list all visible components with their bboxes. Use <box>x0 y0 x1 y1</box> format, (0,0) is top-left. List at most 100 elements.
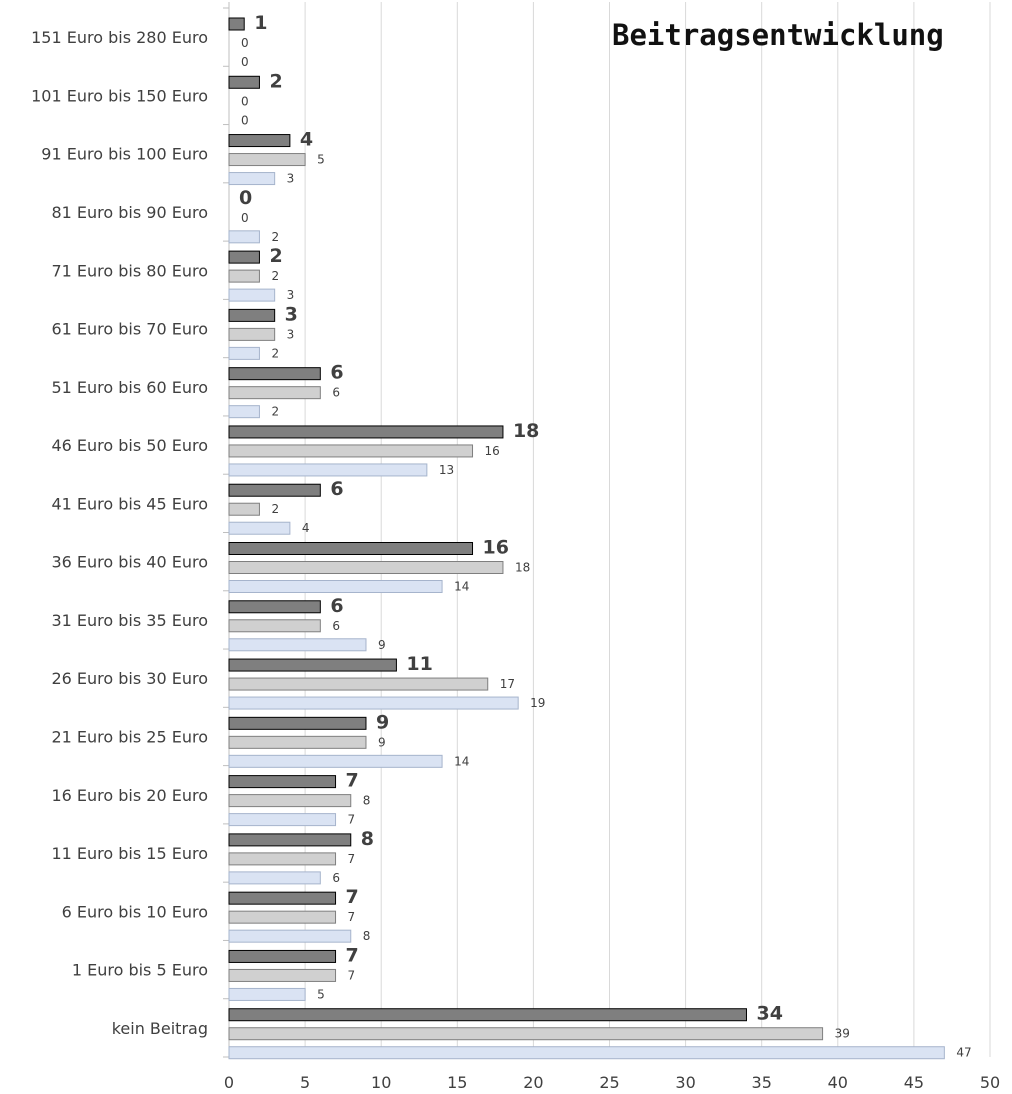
data-label: 1 <box>254 12 267 34</box>
x-tick-label: 20 <box>523 1073 543 1092</box>
bar <box>229 776 336 788</box>
category-label: 151 Euro bis 280 Euro <box>31 28 208 47</box>
category-label: 21 Euro bis 25 Euro <box>51 727 208 746</box>
bar <box>229 853 336 865</box>
data-label: 7 <box>346 944 359 966</box>
bar <box>229 270 259 282</box>
data-label: 7 <box>348 968 356 982</box>
bar <box>229 988 305 1000</box>
chart-title: Beitragsentwicklung <box>612 18 944 52</box>
bar <box>229 872 320 884</box>
category-label: kein Beitrag <box>112 1019 208 1038</box>
bar <box>229 135 290 147</box>
data-label: 7 <box>348 813 356 827</box>
bar <box>229 503 259 515</box>
data-label: 3 <box>285 303 298 325</box>
bar <box>229 426 503 438</box>
data-label: 0 <box>241 36 249 50</box>
data-label: 0 <box>241 55 249 69</box>
bar <box>229 581 442 593</box>
bars <box>229 18 944 1059</box>
x-tick-labels: 0 5 10 15 20 25 30 35 40 45 50 <box>224 1073 1000 1092</box>
bar <box>229 464 427 476</box>
data-label: 0 <box>239 187 252 209</box>
data-labels: 1002004530022233326621816136241618146691… <box>239 12 972 1060</box>
data-label: 3 <box>287 327 295 341</box>
data-label: 7 <box>348 852 356 866</box>
bar <box>229 892 336 904</box>
data-label: 14 <box>454 754 469 768</box>
bar <box>229 755 442 767</box>
bar <box>229 950 336 962</box>
data-label: 0 <box>241 94 249 108</box>
data-label: 16 <box>485 444 500 458</box>
category-label: 91 Euro bis 100 Euro <box>41 145 208 164</box>
data-label: 3 <box>287 172 295 186</box>
category-label: 36 Euro bis 40 Euro <box>51 553 208 572</box>
gridlines <box>223 2 990 1057</box>
data-label: 18 <box>515 561 530 575</box>
x-tick-label: 25 <box>599 1073 619 1092</box>
category-label: 31 Euro bis 35 Euro <box>51 611 208 630</box>
data-label: 6 <box>330 478 343 500</box>
data-label: 8 <box>361 828 374 850</box>
data-label: 16 <box>483 537 509 559</box>
bar <box>229 231 259 243</box>
bar <box>229 18 244 30</box>
data-label: 17 <box>500 677 515 691</box>
data-label: 8 <box>363 794 371 808</box>
category-label: 101 Euro bis 150 Euro <box>31 86 208 105</box>
bar <box>229 1028 823 1040</box>
data-label: 6 <box>332 619 340 633</box>
data-label: 2 <box>269 245 282 267</box>
bar <box>229 445 473 457</box>
bar <box>229 1047 944 1059</box>
data-label: 14 <box>454 580 469 594</box>
bar <box>229 309 275 321</box>
data-label: 11 <box>406 653 432 675</box>
bar <box>229 814 336 826</box>
bar <box>229 289 275 301</box>
category-label: 16 Euro bis 20 Euro <box>51 786 208 805</box>
bar <box>229 795 351 807</box>
bar <box>229 347 259 359</box>
data-label: 4 <box>300 129 313 151</box>
bar <box>229 834 351 846</box>
x-tick-label: 35 <box>752 1073 772 1092</box>
category-label: 41 Euro bis 45 Euro <box>51 494 208 513</box>
data-label: 6 <box>332 386 340 400</box>
data-label: 9 <box>378 735 386 749</box>
bar <box>229 173 275 185</box>
bar <box>229 1009 746 1021</box>
data-label: 2 <box>271 502 279 516</box>
category-label: 61 Euro bis 70 Euro <box>51 320 208 339</box>
x-tick-label: 50 <box>980 1073 1000 1092</box>
data-label: 2 <box>271 346 279 360</box>
bar <box>229 639 366 651</box>
data-label: 2 <box>271 269 279 283</box>
category-label: 46 Euro bis 50 Euro <box>51 436 208 455</box>
bar <box>229 930 351 942</box>
category-label: 71 Euro bis 80 Euro <box>51 261 208 280</box>
bar <box>229 620 320 632</box>
bar <box>229 154 305 166</box>
data-label: 34 <box>756 1003 782 1025</box>
bar <box>229 969 336 981</box>
bar <box>229 659 396 671</box>
x-tick-label: 30 <box>675 1073 695 1092</box>
data-label: 7 <box>346 770 359 792</box>
category-labels: 151 Euro bis 280 Euro 101 Euro bis 150 Eu… <box>31 28 208 1038</box>
x-tick-label: 5 <box>300 1073 310 1092</box>
data-label: 18 <box>513 420 539 442</box>
data-label: 47 <box>956 1046 971 1060</box>
category-label: 81 Euro bis 90 Euro <box>51 203 208 222</box>
bar <box>229 562 503 574</box>
bar <box>229 543 473 555</box>
data-label: 0 <box>241 113 249 127</box>
category-label: 11 Euro bis 15 Euro <box>51 844 208 863</box>
data-label: 13 <box>439 463 454 477</box>
bar <box>229 368 320 380</box>
bar <box>229 484 320 496</box>
data-label: 2 <box>269 70 282 92</box>
